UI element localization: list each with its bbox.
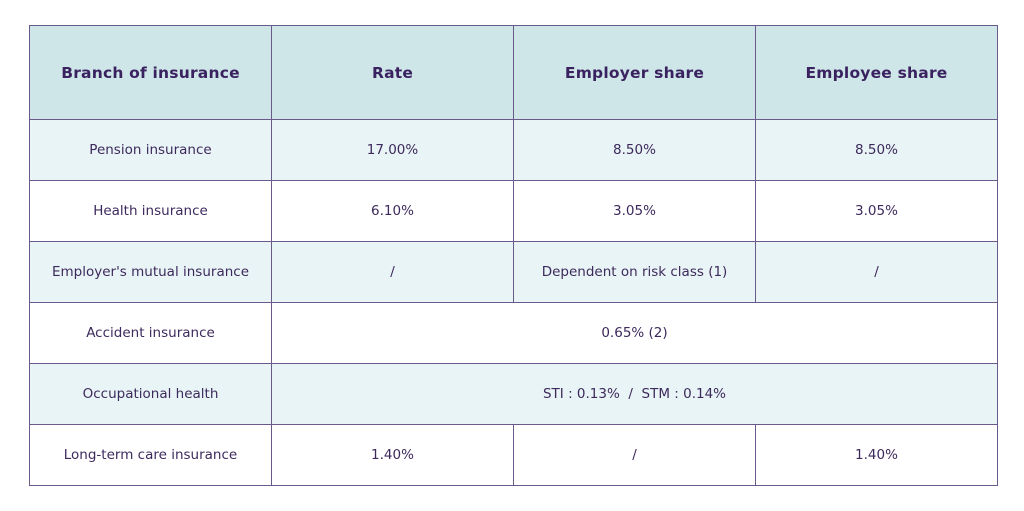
cell-rate: / bbox=[271, 241, 514, 303]
insurance-contribution-table: Branch of insurance Rate Employer share … bbox=[29, 25, 998, 486]
cell-employee-share: 3.05% bbox=[755, 180, 998, 242]
cell-combined-value: STI : 0.13% / STM : 0.14% bbox=[271, 363, 998, 425]
cell-employer-share: Dependent on risk class (1) bbox=[513, 241, 756, 303]
cell-employer-share: 8.50% bbox=[513, 119, 756, 181]
cell-employee-share: / bbox=[755, 241, 998, 303]
table-row-occupational-health: Occupational health STI : 0.13% / STM : … bbox=[29, 363, 998, 425]
header-branch: Branch of insurance bbox=[29, 25, 272, 120]
header-employee-share: Employee share bbox=[755, 25, 998, 120]
table-row-accident: Accident insurance 0.65% (2) bbox=[29, 302, 998, 364]
cell-rate: 1.40% bbox=[271, 424, 514, 486]
table-row-pension: Pension insurance 17.00% 8.50% 8.50% bbox=[29, 119, 998, 181]
cell-rate: 17.00% bbox=[271, 119, 514, 181]
cell-branch: Employer's mutual insurance bbox=[29, 241, 272, 303]
header-rate: Rate bbox=[271, 25, 514, 120]
table-row-employers-mutual: Employer's mutual insurance / Dependent … bbox=[29, 241, 998, 303]
cell-employer-share: / bbox=[513, 424, 756, 486]
insurance-table-container: Branch of insurance Rate Employer share … bbox=[29, 25, 998, 486]
cell-branch: Occupational health bbox=[29, 363, 272, 425]
cell-rate: 6.10% bbox=[271, 180, 514, 242]
cell-employee-share: 1.40% bbox=[755, 424, 998, 486]
cell-employer-share: 3.05% bbox=[513, 180, 756, 242]
table-row-long-term-care: Long-term care insurance 1.40% / 1.40% bbox=[29, 424, 998, 486]
table-header-row: Branch of insurance Rate Employer share … bbox=[29, 25, 998, 120]
cell-combined-value: 0.65% (2) bbox=[271, 302, 998, 364]
cell-branch: Long-term care insurance bbox=[29, 424, 272, 486]
cell-branch: Accident insurance bbox=[29, 302, 272, 364]
table-row-health: Health insurance 6.10% 3.05% 3.05% bbox=[29, 180, 998, 242]
cell-branch: Pension insurance bbox=[29, 119, 272, 181]
cell-employee-share: 8.50% bbox=[755, 119, 998, 181]
cell-branch: Health insurance bbox=[29, 180, 272, 242]
header-employer-share: Employer share bbox=[513, 25, 756, 120]
